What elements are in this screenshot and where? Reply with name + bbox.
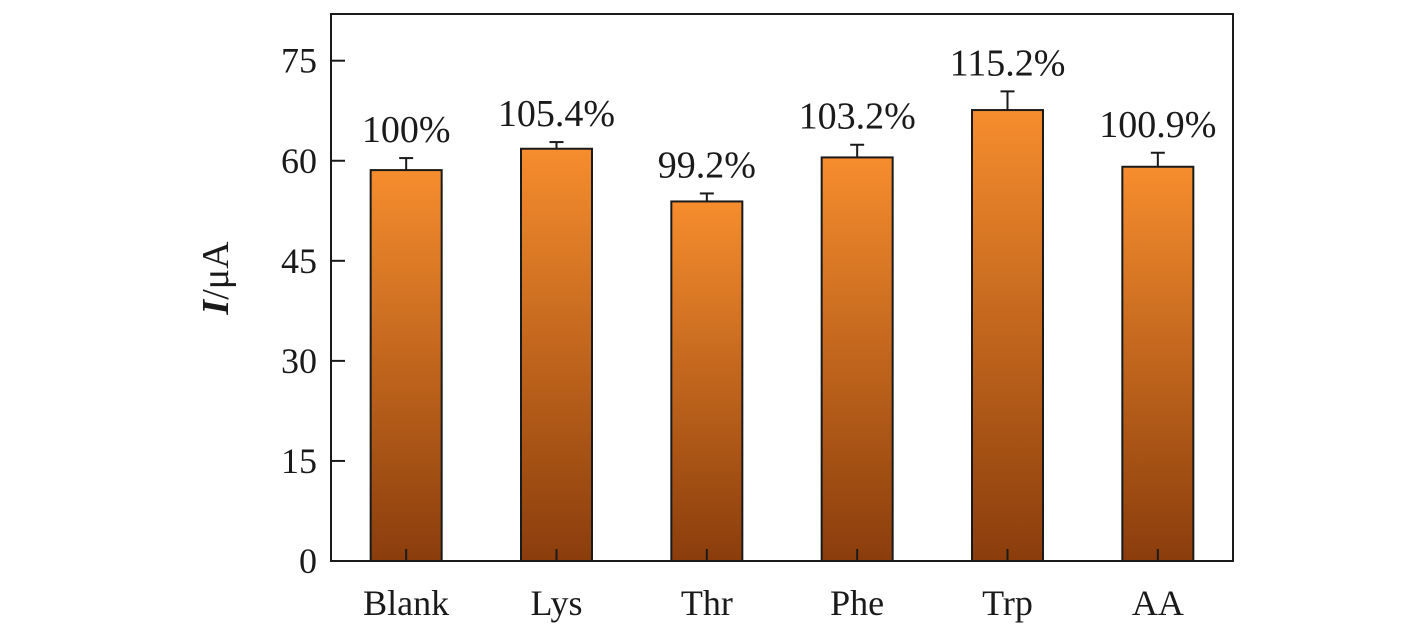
y-tick-label: 75 [281, 41, 317, 81]
y-axis-title-symbol: I [195, 299, 237, 316]
x-axis-ticks: Blank Lys Thr Phe Trp AA [363, 549, 1184, 623]
data-labels-group: 100% 105.4% 99.2% 103.2% 115.2% 100.9% [362, 42, 1217, 186]
bar-blank [369, 169, 443, 562]
y-axis-title: I/μA [195, 241, 237, 316]
bar-lys [520, 147, 593, 562]
bars-group [369, 90, 1195, 562]
x-tick-label-phe: Phe [830, 583, 884, 623]
plot-area [330, 13, 1234, 562]
data-label-phe: 103.2% [799, 96, 916, 138]
bar-phe [820, 156, 894, 562]
y-tick-label: 45 [281, 241, 317, 281]
y-tick-label: 30 [281, 341, 317, 381]
data-label-aa: 100.9% [1099, 104, 1216, 146]
data-label-trp: 115.2% [950, 42, 1066, 84]
data-label-blank: 100% [362, 109, 451, 151]
plot-frame [330, 13, 1234, 562]
x-tick-label-trp: Trp [982, 583, 1033, 623]
y-tick-label: 60 [281, 141, 317, 181]
x-tick-label-lys: Lys [530, 583, 582, 623]
data-label-lys: 105.4% [498, 93, 615, 135]
bar-thr [670, 200, 744, 562]
x-tick-label-blank: Blank [363, 583, 449, 623]
bar-aa [1121, 165, 1195, 562]
bar-trp [971, 109, 1044, 562]
y-axis-title-unit: /μA [195, 241, 237, 300]
x-tick-label-thr: Thr [681, 583, 733, 623]
y-axis-ticks: 0 15 30 45 60 75 [281, 41, 345, 581]
x-tick-label-aa: AA [1132, 583, 1184, 623]
y-tick-label: 0 [299, 541, 317, 581]
y-tick-label: 15 [281, 441, 317, 481]
data-label-thr: 99.2% [658, 144, 756, 186]
